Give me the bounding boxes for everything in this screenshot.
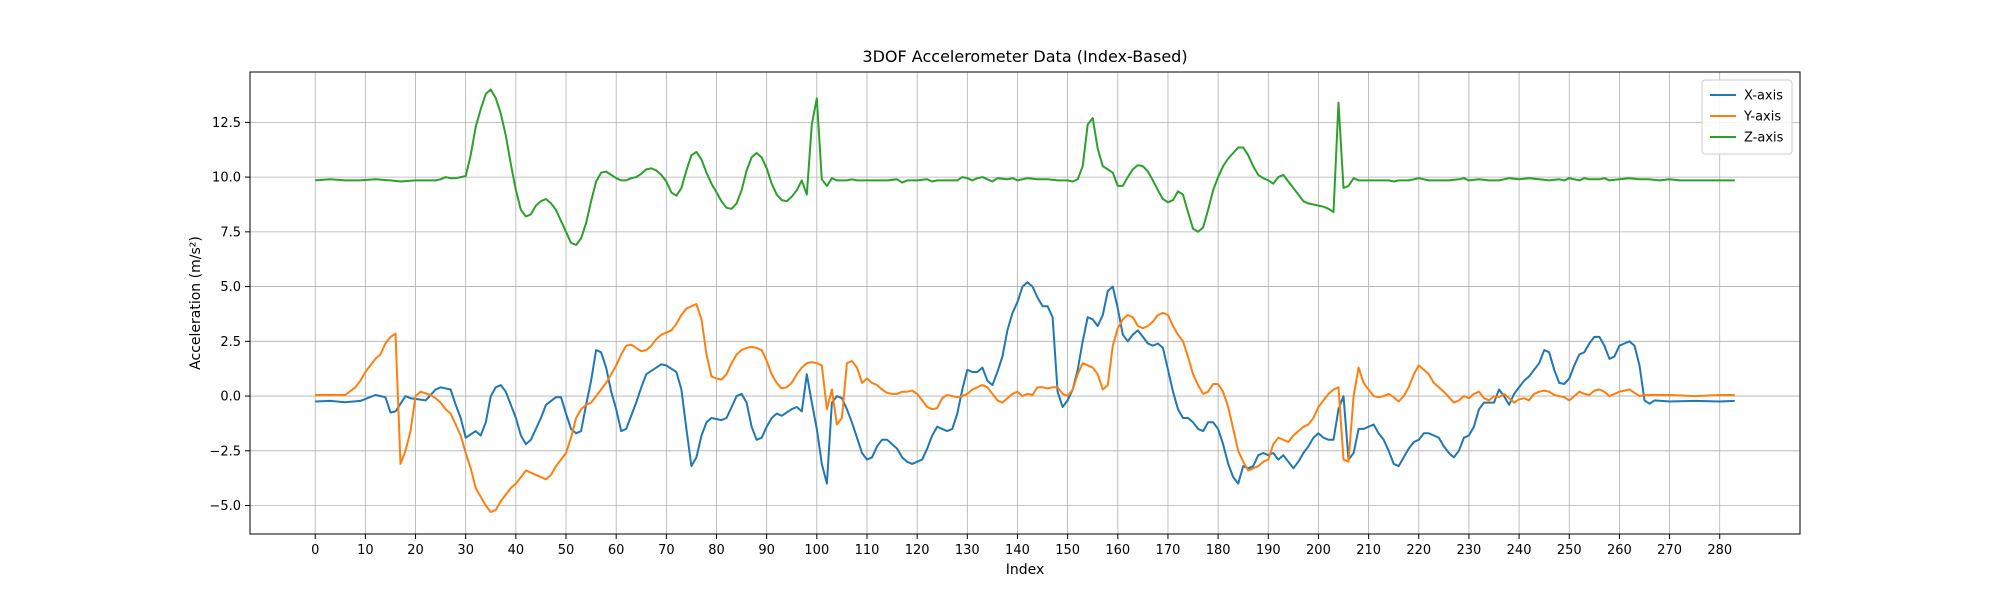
- x-axis-ticks: 0 10 20 30 40 50 60 70 80 90 100 110 120 130 140 150 160…: [311, 534, 1732, 558]
- x-tick-label: 120: [905, 543, 930, 558]
- series-line-y-axis: [315, 303, 1735, 514]
- legend-label: Z-axis: [1744, 131, 1784, 146]
- y-tick-label: 12.5: [212, 116, 241, 131]
- x-tick-label: 130: [955, 543, 980, 558]
- x-tick-label: 250: [1557, 543, 1582, 558]
- y-axis-ticks: −5.0 −2.5 0.0 2.5 5.0 7.5 10.0 12.5: [209, 116, 250, 514]
- x-tick-label: 60: [608, 543, 625, 558]
- x-tick-label: 100: [804, 543, 829, 558]
- y-tick-label: 5.0: [220, 280, 241, 295]
- data-series: [315, 88, 1735, 514]
- y-tick-label: 2.5: [220, 335, 241, 350]
- chart-legend: X-axis Y-axis Z-axis: [1701, 79, 1793, 155]
- x-tick-label: 90: [758, 543, 775, 558]
- x-tick-label: 180: [1206, 543, 1231, 558]
- x-tick-label: 220: [1406, 543, 1431, 558]
- x-tick-label: 260: [1607, 543, 1632, 558]
- chart-title: 3DOF Accelerometer Data (Index-Based): [862, 47, 1187, 66]
- legend-box: [1701, 79, 1793, 155]
- x-tick-label: 150: [1055, 543, 1080, 558]
- x-tick-label: 160: [1105, 543, 1130, 558]
- y-axis-title: Acceleration (m/s²): [188, 236, 204, 370]
- x-tick-label: 170: [1156, 543, 1181, 558]
- x-tick-label: 40: [508, 543, 525, 558]
- y-tick-label: −5.0: [209, 499, 241, 514]
- x-tick-label: 270: [1657, 543, 1682, 558]
- x-tick-label: 10: [357, 543, 374, 558]
- x-tick-label: 210: [1356, 543, 1381, 558]
- y-tick-label: 0.0: [220, 390, 241, 405]
- x-tick-label: 280: [1707, 543, 1732, 558]
- x-tick-label: 230: [1457, 543, 1482, 558]
- x-tick-label: 140: [1005, 543, 1030, 558]
- series-line-x-axis: [315, 281, 1735, 485]
- x-tick-label: 200: [1306, 543, 1331, 558]
- x-tick-label: 30: [457, 543, 474, 558]
- plot-area-frame: [249, 71, 1801, 535]
- x-tick-label: 240: [1507, 543, 1532, 558]
- x-tick-label: 80: [708, 543, 725, 558]
- grid-lines: [250, 72, 1800, 534]
- x-axis-title: Index: [1006, 562, 1045, 578]
- x-tick-label: 70: [658, 543, 675, 558]
- legend-label: Y-axis: [1743, 110, 1781, 125]
- x-tick-label: 190: [1256, 543, 1281, 558]
- y-tick-label: 7.5: [220, 225, 241, 240]
- x-tick-label: 20: [407, 543, 424, 558]
- legend-label: X-axis: [1744, 89, 1783, 104]
- series-line-z-axis: [315, 88, 1735, 246]
- y-tick-label: 10.0: [212, 171, 241, 186]
- x-tick-label: 0: [311, 543, 319, 558]
- y-tick-label: −2.5: [209, 444, 241, 459]
- x-tick-label: 50: [558, 543, 575, 558]
- x-tick-label: 110: [855, 543, 880, 558]
